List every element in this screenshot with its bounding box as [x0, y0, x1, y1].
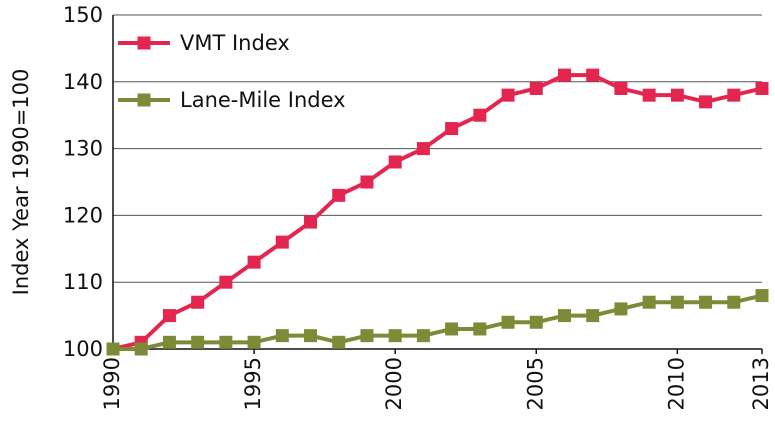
- marker: [670, 295, 684, 309]
- marker: [162, 335, 176, 349]
- marker: [642, 295, 656, 309]
- marker: [360, 175, 374, 189]
- marker: [134, 342, 148, 356]
- marker: [106, 342, 120, 356]
- legend-label: VMT Index: [180, 31, 290, 55]
- marker: [755, 289, 769, 303]
- series-line: [112, 73, 763, 351]
- marker: [614, 81, 628, 95]
- marker: [275, 235, 289, 249]
- marker: [388, 155, 402, 169]
- marker: [304, 215, 318, 229]
- marker: [219, 335, 233, 349]
- marker: [191, 335, 205, 349]
- marker: [473, 108, 487, 122]
- marker: [416, 329, 430, 343]
- marker: [755, 81, 769, 95]
- marker: [529, 81, 543, 95]
- marker: [557, 309, 571, 323]
- x-tick-label: 1990: [100, 357, 124, 410]
- marker: [388, 329, 402, 343]
- y-tick-label: 140: [63, 70, 103, 94]
- y-tick-label: 110: [63, 270, 103, 294]
- x-tick-label: 2000: [382, 357, 406, 410]
- x-tick-label: 2010: [664, 357, 688, 410]
- marker: [473, 322, 487, 336]
- x-tick-label: 1995: [241, 357, 265, 410]
- marker: [332, 335, 346, 349]
- y-tick-label: 120: [63, 203, 103, 227]
- marker: [557, 68, 571, 82]
- marker: [332, 188, 346, 202]
- y-tick-label: 130: [63, 137, 103, 161]
- marker: [501, 88, 515, 102]
- marker: [304, 329, 318, 343]
- legend-marker: [137, 36, 151, 50]
- marker: [360, 329, 374, 343]
- marker: [416, 142, 430, 156]
- marker: [586, 309, 600, 323]
- marker: [670, 88, 684, 102]
- y-tick-label: 150: [63, 3, 103, 27]
- legend-marker: [137, 93, 151, 107]
- marker: [529, 315, 543, 329]
- marker: [614, 302, 628, 316]
- marker: [219, 275, 233, 289]
- legend-label: Lane-Mile Index: [180, 88, 346, 112]
- marker: [699, 95, 713, 109]
- marker: [275, 329, 289, 343]
- marker: [727, 88, 741, 102]
- marker: [247, 335, 261, 349]
- marker: [642, 88, 656, 102]
- marker: [445, 322, 459, 336]
- marker: [247, 255, 261, 269]
- marker: [501, 315, 515, 329]
- marker: [162, 309, 176, 323]
- series-line: [113, 293, 763, 351]
- marker: [586, 68, 600, 82]
- marker: [191, 295, 205, 309]
- marker: [699, 295, 713, 309]
- x-tick-label: 2013: [749, 357, 773, 410]
- y-tick-label: 100: [63, 337, 103, 361]
- y-axis-label: Index Year 1990=100: [9, 69, 33, 296]
- marker: [445, 122, 459, 136]
- x-tick-label: 2005: [523, 357, 547, 410]
- marker: [727, 295, 741, 309]
